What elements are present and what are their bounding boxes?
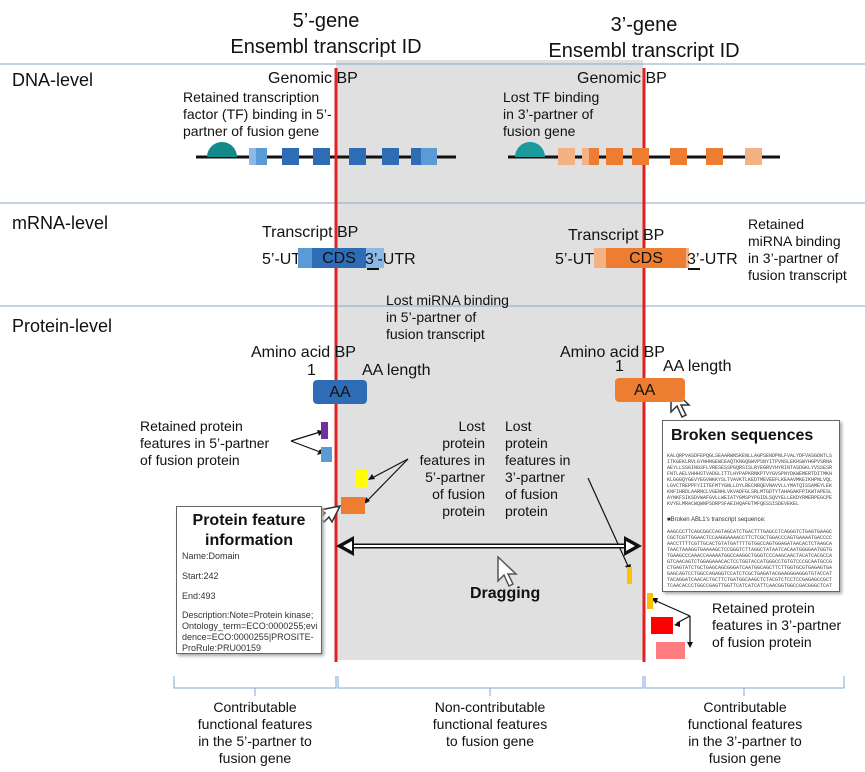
protein-level-label: Protein-level — [12, 316, 113, 336]
exon-3-3 — [589, 148, 599, 165]
feature-3-gold[interactable] — [647, 593, 653, 609]
broken-title: Broken sequences — [671, 427, 814, 444]
popup-name: Name:Domain — [182, 551, 240, 561]
gene5-header: 5’-gene Ensembl transcript ID — [230, 10, 422, 58]
contrib-3-caption: Contributable functional features in the… — [687, 699, 803, 766]
cds-left-label: CDS — [322, 250, 356, 267]
exon-5-2 — [256, 148, 267, 165]
dna-level-label: DNA-level — [12, 70, 94, 90]
utr3-right: 3’-UTR — [687, 251, 738, 268]
cursor-icon-drag — [497, 555, 518, 588]
tf-binding-left-icon — [207, 142, 237, 157]
contrib-5-caption: Contributable functional features in the… — [197, 699, 313, 766]
retained-3-note: Retained protein features in 3’-partner … — [712, 600, 842, 650]
aa-right-label: AA — [634, 382, 656, 399]
exon-3-7 — [706, 148, 723, 165]
exon-5-7 — [411, 148, 421, 165]
broken-seq-label: ■Broken ABL1's transcript sequence: — [667, 517, 766, 523]
exon-5-5 — [349, 148, 366, 165]
popup-description: Description:Note=Protein kinase; Ontolog… — [182, 610, 318, 653]
utr3-left: 3’-UTR — [365, 251, 416, 268]
transcript-bp-left: Transcript BP — [262, 224, 359, 241]
genomic-bp-right: Genomic BP — [577, 70, 667, 87]
exon-3-5 — [632, 148, 649, 165]
exon-5-1 — [249, 148, 258, 165]
exon-5-3 — [282, 148, 299, 165]
broken-seq-transcript: AAGCCCTTCAGCGGCCAGTAGCATCTGACTTTGAGCCTCA… — [667, 529, 833, 589]
feature-lost3-gold[interactable] — [627, 567, 632, 584]
retained-tf-note: Retained transcription factor (TF) bindi… — [183, 89, 332, 139]
feature-3-pink[interactable] — [656, 642, 685, 659]
exon-5-4 — [313, 148, 330, 165]
aa-bp-left: Amino acid BP — [251, 344, 356, 361]
cds-right-label: CDS — [629, 250, 663, 267]
feature-5-purple[interactable] — [321, 422, 328, 439]
dragging-label: Dragging — [470, 585, 541, 602]
lost-3-note: Lost protein features in 3’-partner of f… — [505, 418, 571, 519]
mrna-level-label: mRNA-level — [12, 213, 109, 233]
lost-mirna-note: Lost miRNA binding in 5’-partner of fusi… — [386, 292, 509, 342]
gene3-header: 3’-gene Ensembl transcript ID — [548, 14, 740, 62]
aa-start-left: 1 — [307, 362, 316, 379]
feature-lost-yellow[interactable] — [355, 470, 367, 487]
feature-3-red[interactable] — [651, 617, 673, 634]
aa-length-left: AA length — [362, 362, 431, 379]
retained-5-note: Retained protein features in 5’-partner … — [140, 418, 270, 468]
cds-right-bar — [606, 248, 686, 268]
cds-left-bar — [312, 248, 366, 268]
broken-sequences-popup: Broken sequences KALQRPVASDFEPQGLSEAARWN… — [662, 420, 840, 592]
genomic-bp-left: Genomic BP — [268, 70, 358, 87]
aa-right-bar[interactable] — [615, 378, 685, 402]
exon-3-8 — [745, 148, 762, 165]
exon-5-6 — [382, 148, 399, 165]
popup-start: Start:242 — [182, 571, 219, 581]
exon-3-6 — [670, 148, 687, 165]
aa-left-bar — [313, 380, 367, 404]
retained-mirna-note: Retained miRNA binding in 3’-partner of … — [748, 216, 847, 283]
broken-seq-protein: KALQRPVASDFEPQGLSEAARWNSKENLLAGPSENDPNLF… — [667, 453, 833, 507]
protein-feature-popup: Protein feature information Name:Domain … — [176, 506, 322, 654]
lost-5-note: Lost protein features in 5’-partner of f… — [419, 418, 485, 519]
feature-5-blue[interactable] — [321, 447, 332, 462]
exon-3-1 — [558, 148, 575, 165]
tf-binding-right-icon — [515, 142, 545, 157]
utr3-left-stub — [366, 248, 384, 268]
aa-left-label: AA — [329, 384, 351, 401]
exon-5-8 — [421, 148, 437, 165]
aa-bp-right: Amino acid BP — [560, 344, 665, 361]
utr5-right: 5’-UTR — [555, 251, 606, 268]
exon-3-2 — [582, 148, 589, 165]
popup-end: End:493 — [182, 591, 216, 601]
feature-lost-orange[interactable] — [341, 497, 365, 514]
aa-length-right: AA length — [663, 358, 732, 375]
transcript-bp-right: Transcript BP — [568, 227, 665, 244]
popup-title: Protein feature information — [192, 512, 306, 549]
aa-start-right: 1 — [615, 358, 624, 375]
non-contrib-caption: Non-contributable functional features to… — [432, 699, 548, 749]
lost-tf-note: Lost TF binding in 3’-partner of fusion … — [503, 89, 600, 139]
exon-3-4 — [606, 148, 623, 165]
